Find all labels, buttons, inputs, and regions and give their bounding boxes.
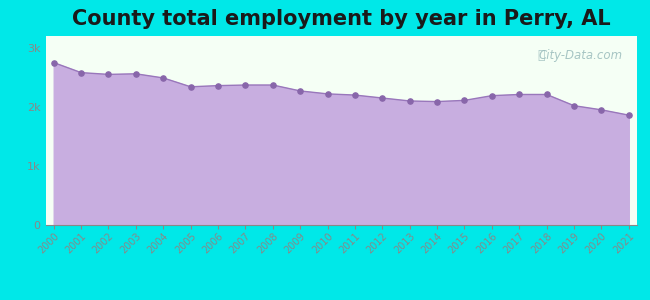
Point: [432, 99, 442, 104]
Point: [49, 60, 59, 65]
Point: [213, 83, 223, 88]
Point: [158, 76, 168, 80]
Text: ⦿: ⦿: [538, 49, 545, 62]
Point: [103, 72, 114, 77]
Point: [487, 93, 497, 98]
Point: [623, 113, 634, 118]
Point: [541, 92, 552, 97]
Point: [268, 82, 278, 87]
Point: [350, 93, 360, 98]
Point: [131, 71, 141, 76]
Point: [377, 96, 387, 100]
Point: [404, 99, 415, 103]
Point: [596, 107, 606, 112]
Point: [322, 92, 333, 96]
Title: County total employment by year in Perry, AL: County total employment by year in Perry…: [72, 9, 610, 29]
Text: City-Data.com: City-Data.com: [538, 49, 622, 62]
Point: [185, 84, 196, 89]
Point: [76, 70, 86, 75]
Point: [295, 88, 306, 93]
Point: [460, 98, 470, 103]
Point: [569, 103, 579, 108]
Point: [240, 82, 251, 87]
Point: [514, 92, 525, 97]
